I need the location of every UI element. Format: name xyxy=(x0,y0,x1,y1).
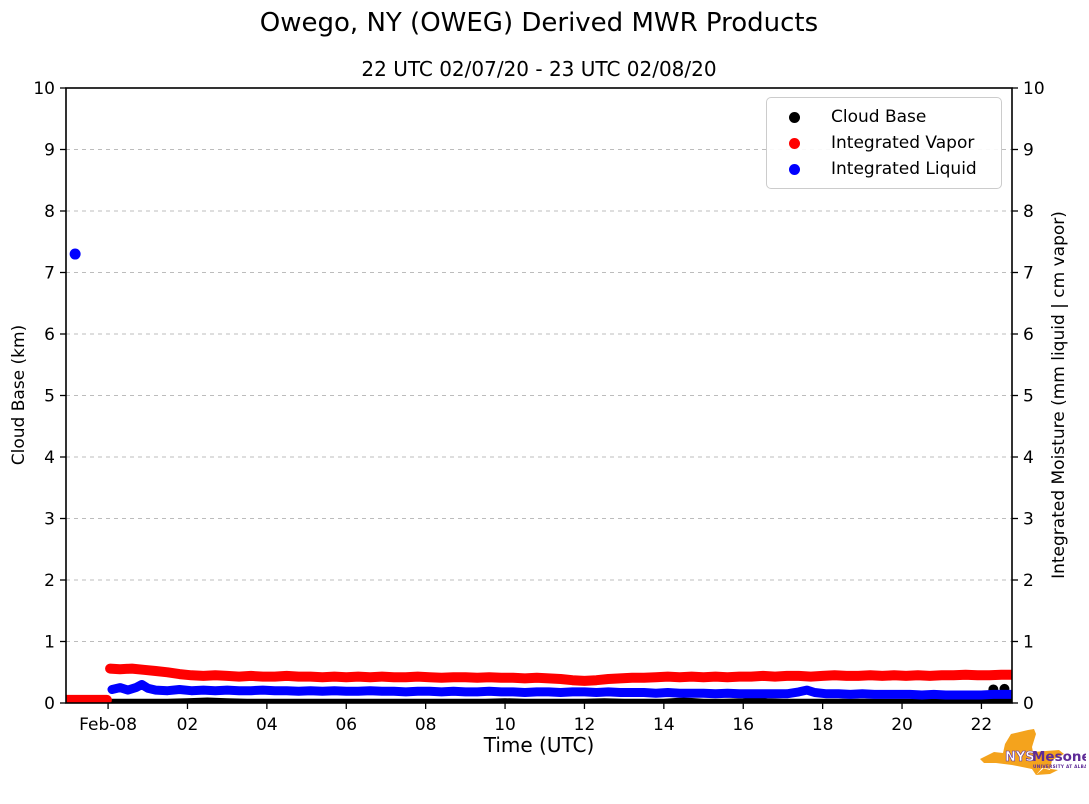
legend-label: Integrated Vapor xyxy=(831,133,975,153)
y-tick-label-right: 4 xyxy=(1023,448,1034,468)
x-axis-label: Time (UTC) xyxy=(483,733,595,757)
x-tick-label: 04 xyxy=(256,715,278,735)
legend-item-integrated-liquid: Integrated Liquid xyxy=(767,156,1001,182)
y-tick-label-left: 0 xyxy=(44,694,55,714)
svg-text:Mesonet: Mesonet xyxy=(1032,749,1086,765)
series-band-integrated-liquid xyxy=(107,680,1012,700)
y-tick-label-right: 0 xyxy=(1023,694,1034,714)
legend: Cloud Base Integrated Vapor Integrated L… xyxy=(766,97,1002,189)
cloud-base-marker-icon xyxy=(789,111,800,123)
x-tick-label: 20 xyxy=(891,715,913,735)
y-axis-label-right: Integrated Moisture (mm liquid | cm vapo… xyxy=(1049,211,1069,579)
legend-item-cloud-base: Cloud Base xyxy=(767,104,1001,130)
y-tick-label-right: 10 xyxy=(1023,79,1045,99)
series-group xyxy=(66,248,1012,703)
x-tick-label: 16 xyxy=(732,715,754,735)
y-tick-label-left: 2 xyxy=(44,571,55,591)
y-tick-label-left: 6 xyxy=(44,325,55,345)
x-tick-label: 08 xyxy=(415,715,437,735)
legend-item-integrated-vapor: Integrated Vapor xyxy=(767,130,1001,156)
legend-label: Integrated Liquid xyxy=(831,159,977,179)
y-tick-label-right: 5 xyxy=(1023,387,1034,407)
y-tick-label-right: 6 xyxy=(1023,325,1034,345)
y-tick-label-right: 1 xyxy=(1023,633,1034,653)
y-tick-label-right: 8 xyxy=(1023,202,1034,222)
y-tick-label-right: 3 xyxy=(1023,510,1034,530)
nys-mesonet-logo: NYS Mesonet UNIVERSITY AT ALBANY xyxy=(976,722,1086,790)
y-tick-label-left: 10 xyxy=(33,79,55,99)
x-tick-label: 06 xyxy=(335,715,357,735)
series-band-integrated-vapor xyxy=(105,663,1012,686)
y-axis-label-left: Cloud Base (km) xyxy=(9,324,29,466)
x-tick-label: 14 xyxy=(653,715,675,735)
integrated-liquid-marker-icon xyxy=(789,163,800,175)
y-tick-label-left: 7 xyxy=(44,264,55,284)
chart-subtitle: 22 UTC 02/07/20 - 23 UTC 02/08/20 xyxy=(361,57,717,81)
x-tick-label: 18 xyxy=(812,715,834,735)
y-tick-label-left: 3 xyxy=(44,510,55,530)
y-tick-label-left: 8 xyxy=(44,202,55,222)
x-tick-label: 12 xyxy=(574,715,596,735)
x-tick-label: 10 xyxy=(494,715,516,735)
y-tick-label-left: 4 xyxy=(44,448,55,468)
integrated-vapor-marker-icon xyxy=(789,137,800,149)
ny-state-icon: NYS Mesonet UNIVERSITY AT ALBANY xyxy=(980,729,1086,775)
x-tick-label: 22 xyxy=(971,715,993,735)
y-tick-label-left: 1 xyxy=(44,633,55,653)
legend-label: Cloud Base xyxy=(831,107,927,127)
svg-text:NYS: NYS xyxy=(1005,750,1035,765)
y-tick-label-right: 9 xyxy=(1023,141,1034,161)
series-band-cloud-base xyxy=(105,696,1012,703)
x-tick-label: 02 xyxy=(177,715,199,735)
x-tick-label: Feb-08 xyxy=(79,715,137,735)
y-tick-label-left: 5 xyxy=(44,387,55,407)
data-point-integrated-liquid xyxy=(69,248,81,260)
y-tick-label-left: 9 xyxy=(44,141,55,161)
y-tick-label-right: 2 xyxy=(1023,571,1034,591)
svg-text:UNIVERSITY AT ALBANY: UNIVERSITY AT ALBANY xyxy=(1033,764,1086,769)
chart-title: Owego, NY (OWEG) Derived MWR Products xyxy=(259,8,819,38)
y-tick-label-right: 7 xyxy=(1023,264,1034,284)
